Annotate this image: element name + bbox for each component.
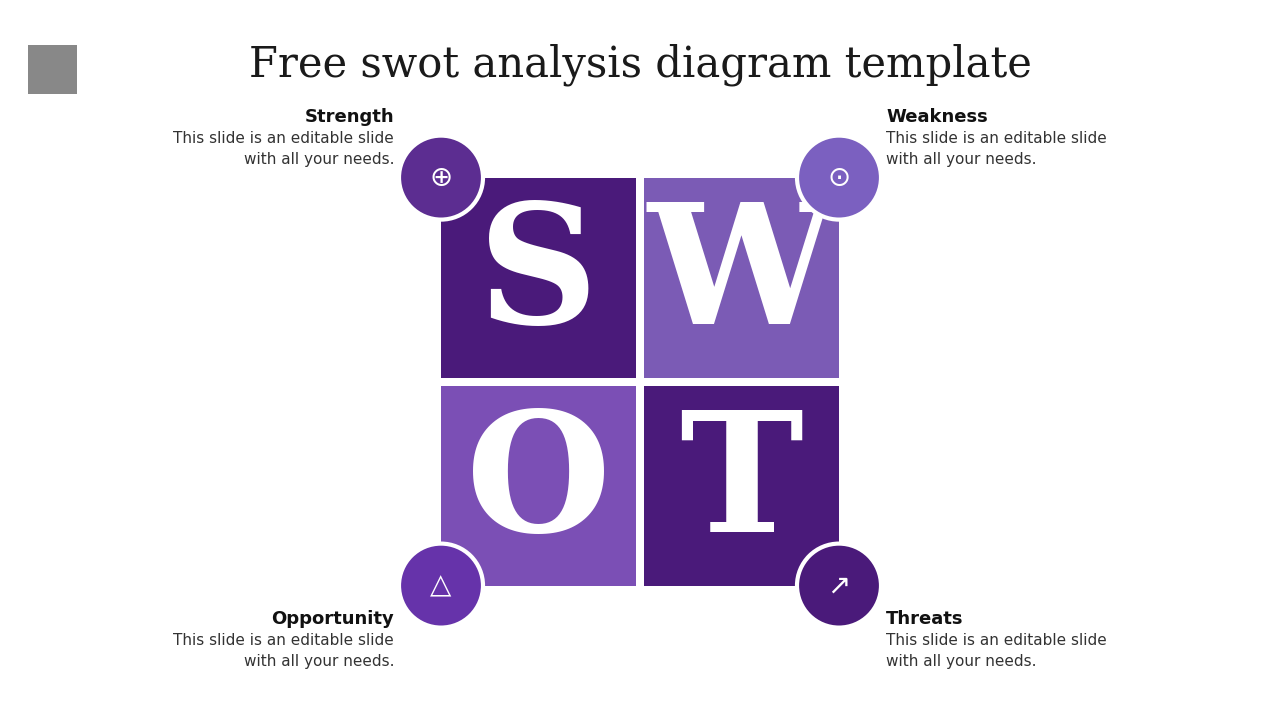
Text: This slide is an editable slide
with all your needs.: This slide is an editable slide with all…: [173, 130, 394, 166]
Text: Free swot analysis diagram template: Free swot analysis diagram template: [248, 43, 1032, 86]
Text: Opportunity: Opportunity: [271, 610, 394, 628]
Bar: [442, 178, 636, 377]
Text: Strength: Strength: [305, 107, 394, 125]
Text: W: W: [648, 197, 835, 359]
Bar: [644, 386, 838, 585]
Text: ↗: ↗: [827, 572, 851, 600]
Text: This slide is an editable slide
with all your needs.: This slide is an editable slide with all…: [886, 130, 1107, 166]
Text: △: △: [430, 572, 452, 600]
Text: ⊕: ⊕: [429, 163, 453, 192]
Text: Weakness: Weakness: [886, 107, 988, 125]
Text: This slide is an editable slide
with all your needs.: This slide is an editable slide with all…: [886, 633, 1107, 669]
Circle shape: [797, 135, 881, 220]
Text: ⊙: ⊙: [827, 163, 851, 192]
Circle shape: [797, 544, 881, 628]
Circle shape: [399, 135, 483, 220]
Bar: [442, 386, 636, 585]
Text: O: O: [466, 405, 611, 567]
Bar: [644, 178, 838, 377]
Text: This slide is an editable slide
with all your needs.: This slide is an editable slide with all…: [173, 633, 394, 669]
Text: T: T: [680, 405, 804, 567]
Bar: [28, 45, 77, 94]
Circle shape: [399, 544, 483, 628]
Text: S: S: [479, 197, 599, 359]
Text: Threats: Threats: [886, 610, 964, 628]
